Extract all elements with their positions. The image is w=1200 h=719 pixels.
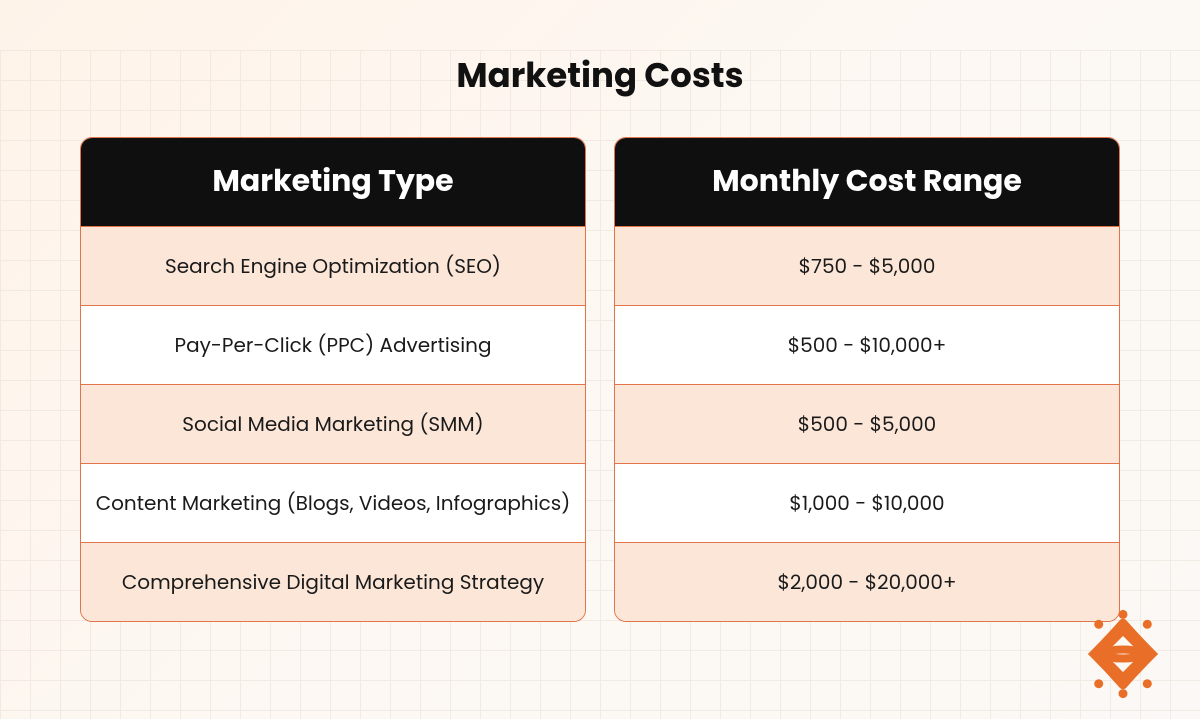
table: Marketing Type Search Engine Optimizatio… (0, 137, 1200, 622)
brand-logo-icon (1078, 609, 1168, 699)
column-marketing-type: Marketing Type Search Engine Optimizatio… (80, 137, 586, 622)
table-cell: Social Media Marketing (SMM) (81, 384, 585, 463)
table-cell: Pay-Per-Click (PPC) Advertising (81, 305, 585, 384)
page-title: Marketing Costs (0, 50, 1200, 101)
table-cell: $500 - $10,000+ (615, 305, 1119, 384)
column-header-cost: Monthly Cost Range (615, 138, 1119, 226)
table-cell: Search Engine Optimization (SEO) (81, 226, 585, 305)
table-cell: Comprehensive Digital Marketing Strategy (81, 542, 585, 621)
table-cell: $1,000 - $10,000 (615, 463, 1119, 542)
table-cell: $750 - $5,000 (615, 226, 1119, 305)
table-cell: $500 - $5,000 (615, 384, 1119, 463)
table-cell: Content Marketing (Blogs, Videos, Infogr… (81, 463, 585, 542)
table-cell: $2,000 - $20,000+ (615, 542, 1119, 621)
column-header-type: Marketing Type (81, 138, 585, 226)
column-cost-range: Monthly Cost Range $750 - $5,000 $500 - … (614, 137, 1120, 622)
